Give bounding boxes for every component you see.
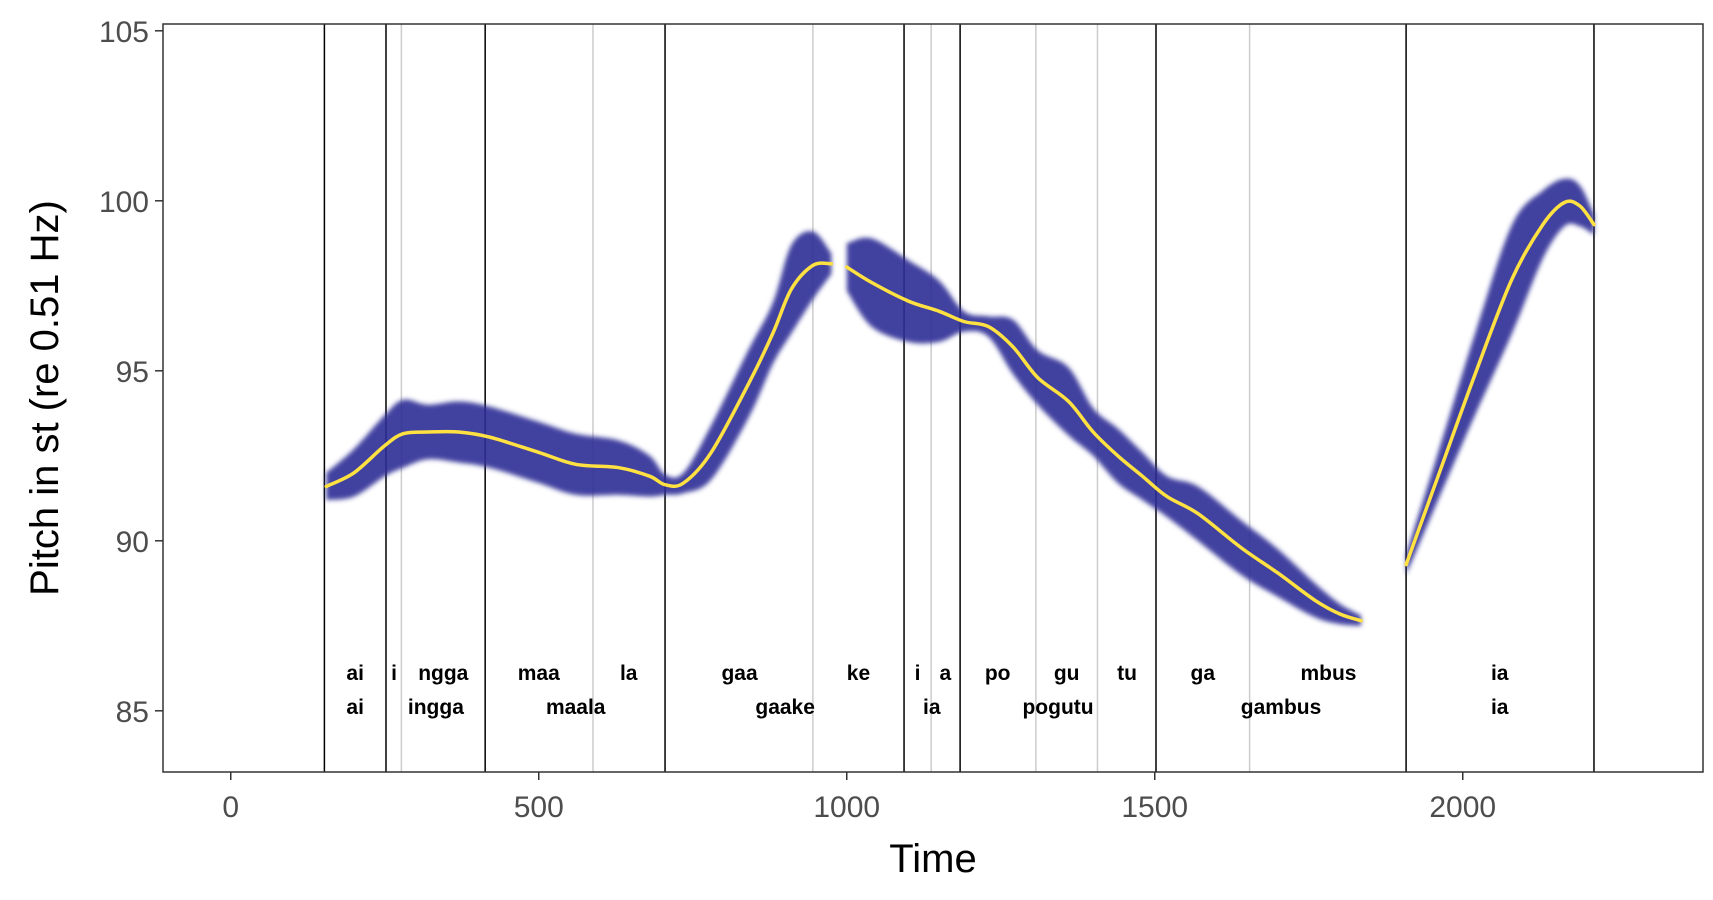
panel-border [162,23,1704,773]
word-label: maala [546,696,606,719]
word-boundary-layer [323,24,1595,772]
x-tick-label: 2000 [1429,791,1496,824]
axis-layer: 0 500 1000 1500 2000 85 90 95 100 105 [99,16,1496,824]
syllable-label: i [915,662,921,685]
pitch-uncertainty-band [846,237,1362,626]
syllable-label: a [939,662,951,685]
y-tick-label: 85 [116,696,149,729]
syllable-label: maa [518,662,560,685]
y-tick-label: 95 [116,356,149,389]
syllable-label: ngga [418,662,468,685]
pitch-contour-line [845,265,1363,623]
syllable-label: ke [847,662,870,685]
syllable-label: po [985,662,1011,685]
word-label: ia [923,696,941,719]
word-label: gambus [1241,696,1322,719]
word-label: ingga [408,696,464,719]
x-tick-label: 1000 [813,791,880,824]
syllable-boundary-layer [400,24,1251,772]
syllable-label: ai [346,662,364,685]
x-tick-label: 0 [222,791,239,824]
y-tick-label: 100 [99,186,149,219]
pitch-contour-line [324,261,834,489]
pitch-line-layer [324,199,1596,623]
syllable-label: la [620,662,638,685]
y-axis-title: Pitch in st (re 0.51 Hz) [23,200,67,596]
syllable-label: mbus [1300,662,1356,685]
word-label: pogutu [1022,696,1093,719]
y-tick-label: 90 [116,526,149,559]
x-axis-title: Time [889,837,976,881]
word-label: ai [346,696,364,719]
syllable-label: tu [1117,662,1137,685]
pitch-contour-line [1404,199,1596,567]
word-label: ia [1491,696,1509,719]
syllable-label: ia [1491,662,1509,685]
pitch-uncertainty-band [1406,178,1594,575]
x-tick-label: 500 [514,791,564,824]
syllable-label: i [391,662,397,685]
syllable-label: gu [1054,662,1080,685]
syllable-label: gaa [721,662,758,685]
syllable-label: ga [1191,662,1216,685]
y-tick-label: 105 [99,16,149,49]
x-tick-label: 1500 [1121,791,1188,824]
word-label: gaake [755,696,815,719]
